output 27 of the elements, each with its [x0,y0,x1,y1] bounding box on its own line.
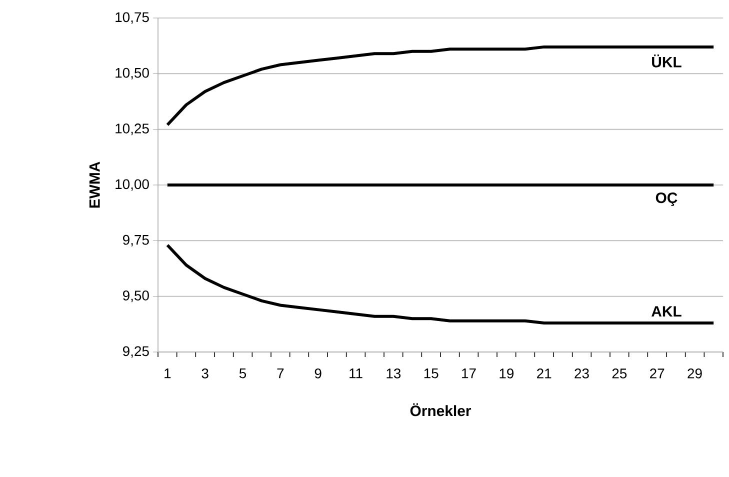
x-tick-label: 11 [350,368,362,378]
x-tick-label: 25 [612,368,627,378]
y-tick-label: 10,50 [116,68,149,80]
x-tick-label: 21 [537,368,552,378]
x-tick-label: 17 [462,368,476,378]
y-tick-label: 9,25 [122,346,149,358]
x-tick-label: 15 [424,368,438,378]
x-tick-label: 29 [688,368,702,378]
x-tick-label: 5 [239,368,246,378]
annotation: OÇ [656,192,678,206]
x-axis-title: Örnekler [410,403,472,416]
y-tick-label: 9,75 [122,234,149,246]
annotation: ÜKL [652,54,682,68]
x-tick-label: 1 [164,368,171,378]
y-tick-label: 9,50 [122,290,149,302]
x-tick-label: 7 [277,368,284,378]
x-tick-label: 27 [650,368,664,378]
x-tick-label: 19 [500,368,514,378]
y-tick-label: 10,75 [116,12,149,24]
x-tick-label: 13 [386,368,401,378]
y-tick-label: 10,00 [116,179,149,191]
x-tick-label: 23 [574,368,589,378]
y-tick-label: 10,25 [116,124,149,136]
x-tick-label: 3 [202,368,208,378]
x-tick-label: 9 [314,368,322,378]
y-axis-title: EWMA [89,162,100,208]
annotation: AKL [652,306,682,317]
